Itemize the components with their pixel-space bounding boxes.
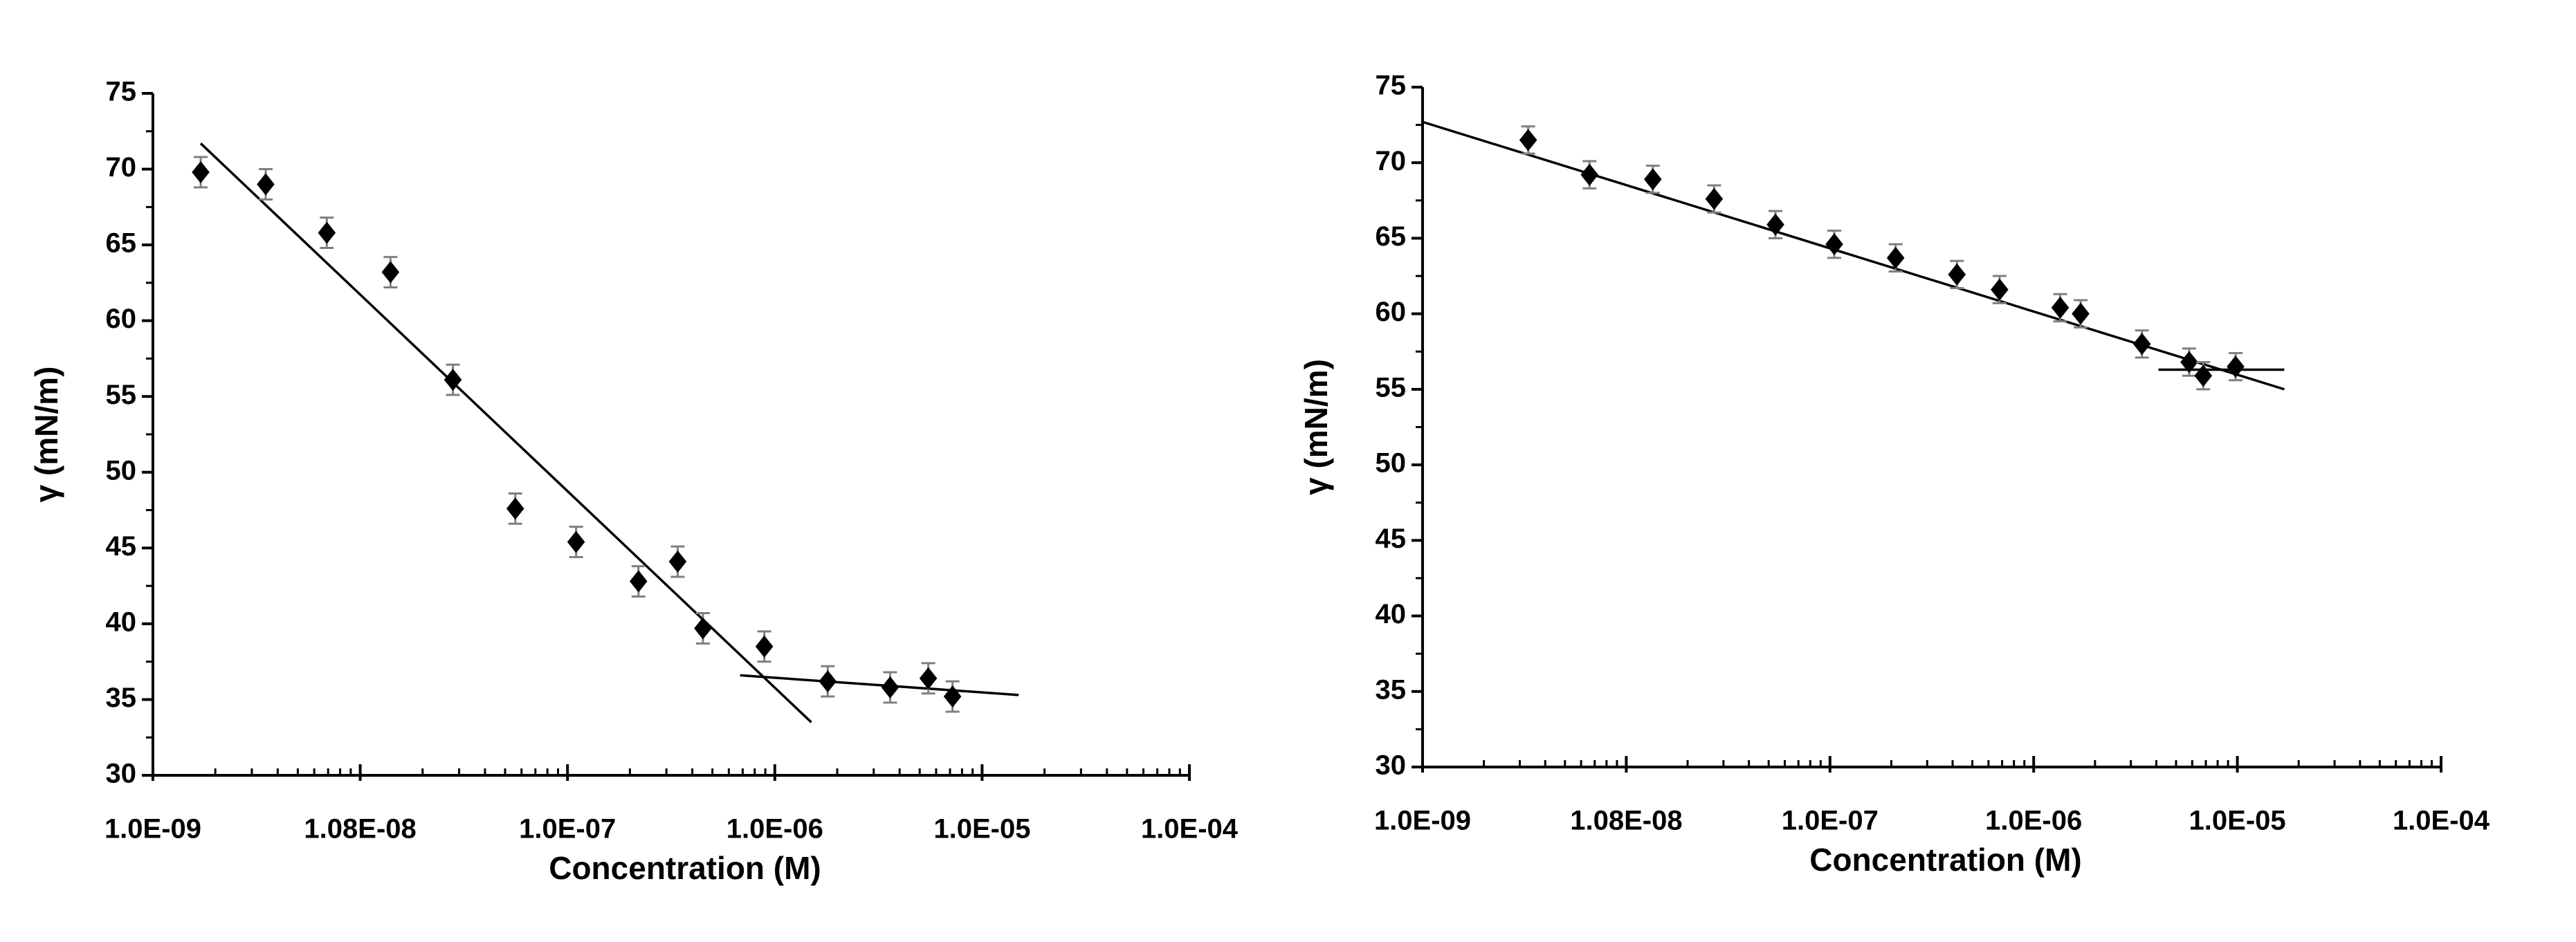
- y-tick-label: 75: [1376, 71, 1407, 101]
- data-point: [668, 551, 687, 573]
- data-point: [694, 617, 712, 640]
- x-tick-label: 1.0E-05: [933, 814, 1030, 844]
- data-point: [1643, 168, 1662, 191]
- y-tick-label: 35: [106, 683, 137, 713]
- data-point: [755, 635, 774, 658]
- y-tick-label: 60: [1376, 297, 1407, 327]
- data-point: [381, 261, 400, 284]
- data-point: [1705, 187, 1724, 210]
- data-point: [444, 369, 462, 391]
- data-point: [1991, 278, 2009, 301]
- data-point: [943, 685, 962, 708]
- y-tick-label: 75: [106, 77, 137, 107]
- data-point: [2051, 296, 2070, 319]
- y-tick-label: 35: [1376, 674, 1407, 705]
- x-tick-label: 1.0E-04: [2393, 806, 2490, 836]
- data-point: [2194, 364, 2213, 387]
- y-tick-label: 55: [106, 380, 137, 410]
- x-tick-label: 1.0E-07: [1782, 806, 1879, 836]
- fit-line: [1422, 120, 2285, 391]
- y-tick-label: 60: [106, 304, 137, 334]
- fit-line: [199, 142, 812, 723]
- y-tick-label: 70: [1376, 146, 1407, 176]
- y-tick-label: 70: [106, 152, 137, 183]
- data-point: [2132, 333, 2151, 355]
- data-point: [257, 173, 275, 196]
- data-point: [819, 670, 837, 693]
- data-point: [2072, 302, 2090, 325]
- y-tick-label: 40: [106, 607, 137, 637]
- x-tick-label: 1.0E-04: [1141, 814, 1239, 844]
- y-tick-label: 40: [1376, 599, 1407, 629]
- data-point: [506, 497, 524, 520]
- x-tick-label: 1.0E-07: [519, 814, 616, 844]
- data-point: [192, 160, 210, 183]
- fit-line: [740, 674, 1019, 696]
- data-point: [318, 221, 336, 244]
- x-tick-label: 1.08E-08: [1570, 806, 1682, 836]
- data-point: [1825, 233, 1843, 256]
- y-axis-title: γ (mN/m): [1298, 359, 1334, 495]
- data-point: [881, 676, 899, 699]
- x-tick-label: 1.0E-05: [2189, 806, 2286, 836]
- data-point: [919, 667, 938, 690]
- x-tick-label: 1.0E-06: [727, 814, 823, 844]
- x-axis-title: Concentration (M): [1809, 842, 2082, 878]
- x-tick-label: 1.0E-09: [1374, 806, 1471, 836]
- x-tick-label: 1.0E-06: [1985, 806, 2082, 836]
- data-point: [1580, 163, 1599, 186]
- y-tick-label: 50: [1376, 448, 1407, 479]
- data-point: [1519, 129, 1537, 151]
- y-axis-title: γ (mN/m): [28, 367, 64, 503]
- data-point: [1886, 246, 1905, 269]
- data-point: [2180, 351, 2198, 373]
- x-tick-label: 1.0E-09: [104, 814, 201, 844]
- y-tick-label: 45: [1376, 524, 1407, 554]
- y-tick-label: 55: [1376, 372, 1407, 403]
- y-tick-label: 50: [106, 455, 137, 486]
- data-point: [1766, 213, 1784, 236]
- data-point: [567, 530, 585, 553]
- data-point: [2227, 355, 2245, 378]
- y-tick-label: 30: [1376, 750, 1407, 781]
- y-tick-label: 30: [106, 759, 137, 789]
- data-point: [1948, 263, 1966, 286]
- y-tick-label: 45: [106, 531, 137, 562]
- data-point: [629, 570, 648, 593]
- y-tick-label: 65: [1376, 221, 1407, 252]
- x-tick-label: 1.08E-08: [304, 814, 416, 844]
- x-axis-title: Concentration (M): [549, 850, 821, 886]
- y-tick-label: 65: [106, 228, 137, 259]
